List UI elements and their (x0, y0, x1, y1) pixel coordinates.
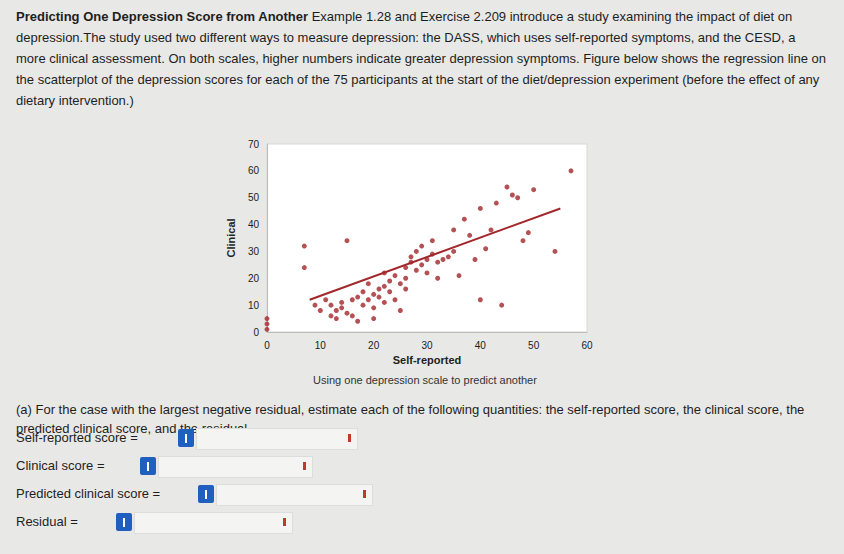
svg-text:30: 30 (421, 340, 433, 351)
svg-text:50: 50 (248, 192, 260, 203)
svg-text:60: 60 (581, 340, 593, 351)
svg-text:10: 10 (315, 340, 327, 351)
html-text:Predicting One Depression Scor: Predicting One Depression Score from Ano… (16, 9, 826, 108)
svg-text:60: 60 (248, 165, 260, 176)
html-text:Using one depression scale to: Using one depression scale to predict an… (313, 374, 537, 386)
html-text:Predicted clinical score =: Predicted clinical score = (16, 486, 161, 501)
html-text:Residual =: Residual = (16, 514, 78, 529)
svg-text:0: 0 (253, 327, 259, 338)
svg-text:70: 70 (248, 139, 260, 150)
svg-text:20: 20 (368, 340, 380, 351)
html-text:Clinical score =: Clinical score = (16, 458, 105, 473)
html-text:(a) For the case with the larg: (a) For the case with the largest negati… (16, 402, 805, 436)
svg-text:0: 0 (264, 340, 270, 351)
svg-text:Self-reported: Self-reported (393, 354, 461, 366)
svg-text:40: 40 (475, 340, 487, 351)
svg-text:30: 30 (248, 246, 260, 257)
svg-text:10: 10 (248, 300, 260, 311)
svg-text:40: 40 (248, 219, 260, 230)
svg-text:50: 50 (528, 340, 540, 351)
html-text:Self-reported score =: Self-reported score = (16, 430, 138, 445)
svg-text:Clinical: Clinical (225, 218, 237, 257)
svg-text:20: 20 (248, 273, 260, 284)
